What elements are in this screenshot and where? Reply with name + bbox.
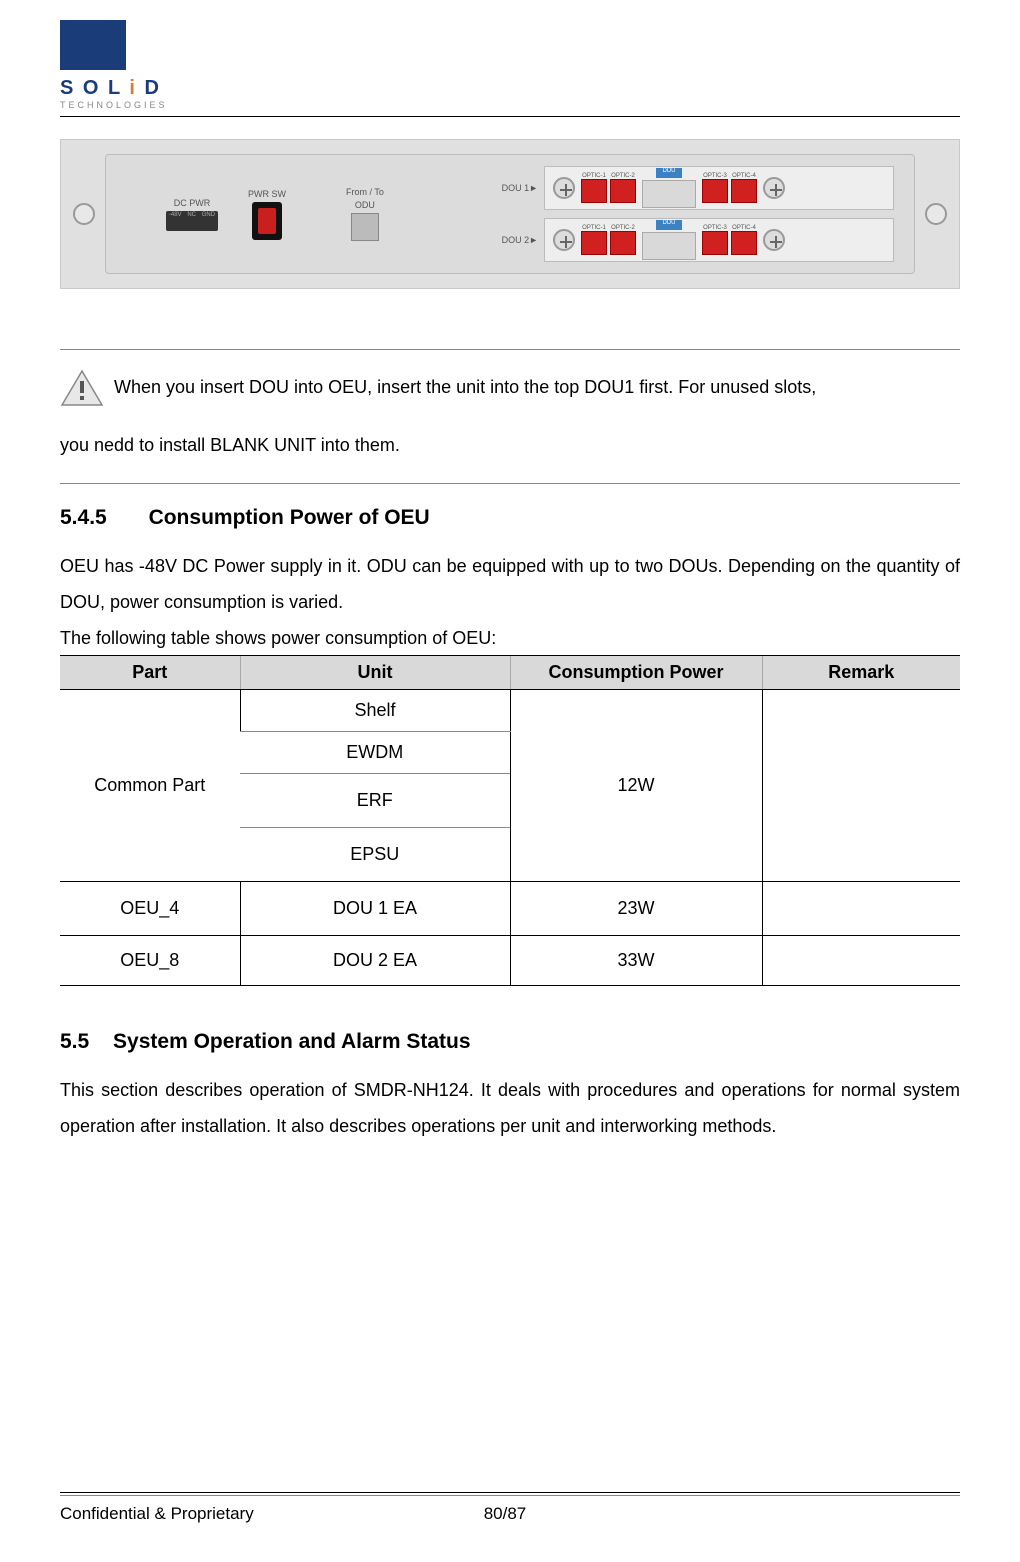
table-row: Common Part Shelf 12W xyxy=(60,689,960,731)
table-row: OEU_4 DOU 1 EA 23W xyxy=(60,881,960,935)
header-rule xyxy=(60,116,960,117)
cell-common-part: Common Part xyxy=(60,689,240,881)
pwr-sw-block: PWR SW xyxy=(248,189,286,240)
odu-port-label-bot: ODU xyxy=(346,200,384,210)
cell-remark xyxy=(762,881,960,935)
cell-unit: EWDM xyxy=(240,731,510,773)
cell-part: OEU_8 xyxy=(60,935,240,985)
table-row: OEU_8 DOU 2 EA 33W xyxy=(60,935,960,985)
pwr-sw-box xyxy=(252,202,282,240)
th-part: Part xyxy=(60,655,240,689)
section-55-p1: This section describes operation of SMDR… xyxy=(60,1072,960,1144)
cell-common-remark xyxy=(762,689,960,881)
warning-row: When you insert DOU into OEU, insert the… xyxy=(60,368,960,408)
warning-text-line2: you nedd to install BLANK UNIT into them… xyxy=(60,426,960,466)
logo-subbrand: TECHNOLOGIES xyxy=(60,100,960,110)
logo-square xyxy=(60,20,126,70)
th-unit: Unit xyxy=(240,655,510,689)
cell-unit: Shelf xyxy=(240,689,510,731)
device-figure: DC PWR -48V NC GND PWR SW From / To ODU … xyxy=(60,139,960,289)
dou1-box: OPTIC-1 OPTIC-2 DDU OPTIC-3 OPTIC-4 xyxy=(544,166,894,210)
dou1-knob-right xyxy=(763,177,785,199)
section-545-p1: OEU has -48V DC Power supply in it. ODU … xyxy=(60,548,960,620)
pwr-sw-rocker xyxy=(258,208,276,234)
cell-unit: DOU 2 EA xyxy=(240,935,510,985)
section-545-p2: The following table shows power consumpt… xyxy=(60,624,960,653)
ddu-card-2 xyxy=(642,232,696,260)
section-55-num: 5.5 xyxy=(60,1030,89,1053)
footer-page: 80/87 xyxy=(484,1504,527,1524)
device-body: DC PWR -48V NC GND PWR SW From / To ODU … xyxy=(105,154,915,274)
footer-rule-2 xyxy=(60,1495,960,1496)
dou2-knob-left xyxy=(553,229,575,251)
dou1-knob-left xyxy=(553,177,575,199)
dou1-label: DOU 1► xyxy=(502,183,538,193)
cell-unit: DOU 1 EA xyxy=(240,881,510,935)
section-55-heading: 5.5 System Operation and Alarm Status xyxy=(60,1030,960,1054)
odu-port-box xyxy=(351,213,379,241)
th-remark: Remark xyxy=(762,655,960,689)
dc-pwr-terminals: -48V NC GND xyxy=(166,211,218,231)
cell-power: 23W xyxy=(510,881,762,935)
footer: Confidential & Proprietary 80/87 xyxy=(60,1492,960,1524)
warning-bottom-rule xyxy=(60,483,960,484)
table-header-row: Part Unit Consumption Power Remark xyxy=(60,655,960,689)
warning-text-line1: When you insert DOU into OEU, insert the… xyxy=(114,368,816,408)
dc-pwr-label: DC PWR xyxy=(166,198,218,208)
pwr-sw-label: PWR SW xyxy=(248,189,286,199)
dou2-box: OPTIC-1 OPTIC-2 DDU OPTIC-3 OPTIC-4 xyxy=(544,218,894,262)
section-545-heading: 5.4.5 Consumption Power of OEU xyxy=(60,506,960,530)
rack-hole-right xyxy=(925,203,947,225)
section-545-title: Consumption Power of OEU xyxy=(149,506,430,529)
th-power: Consumption Power xyxy=(510,655,762,689)
section-545-num: 5.4.5 xyxy=(60,506,107,529)
rack-hole-left xyxy=(73,203,95,225)
cell-power: 33W xyxy=(510,935,762,985)
dou2-label: DOU 2► xyxy=(502,235,538,245)
logo-block: S O L i D TECHNOLOGIES xyxy=(60,20,960,110)
odu-port-block: From / To ODU xyxy=(346,187,384,241)
cell-remark xyxy=(762,935,960,985)
cell-part: OEU_4 xyxy=(60,881,240,935)
logo-brand: S O L i D xyxy=(60,77,161,100)
cell-common-power: 12W xyxy=(510,689,762,881)
ddu-card xyxy=(642,180,696,208)
dou1-slot: DOU 1► OPTIC-1 OPTIC-2 DDU xyxy=(502,166,894,210)
footer-rule xyxy=(60,1492,960,1493)
dou2-knob-right xyxy=(763,229,785,251)
section-55-title: System Operation and Alarm Status xyxy=(113,1030,470,1053)
cell-unit: ERF xyxy=(240,773,510,827)
dc-pwr-block: DC PWR -48V NC GND xyxy=(166,198,218,231)
dou2-slot: DOU 2► OPTIC-1 OPTIC-2 DDU OPTIC-3 OPTIC… xyxy=(502,218,894,262)
warning-icon xyxy=(60,369,104,407)
cell-unit: EPSU xyxy=(240,827,510,881)
footer-confidential: Confidential & Proprietary xyxy=(60,1504,254,1524)
odu-port-label-top: From / To xyxy=(346,187,384,197)
power-table: Part Unit Consumption Power Remark Commo… xyxy=(60,655,960,986)
warning-top-rule xyxy=(60,349,960,350)
